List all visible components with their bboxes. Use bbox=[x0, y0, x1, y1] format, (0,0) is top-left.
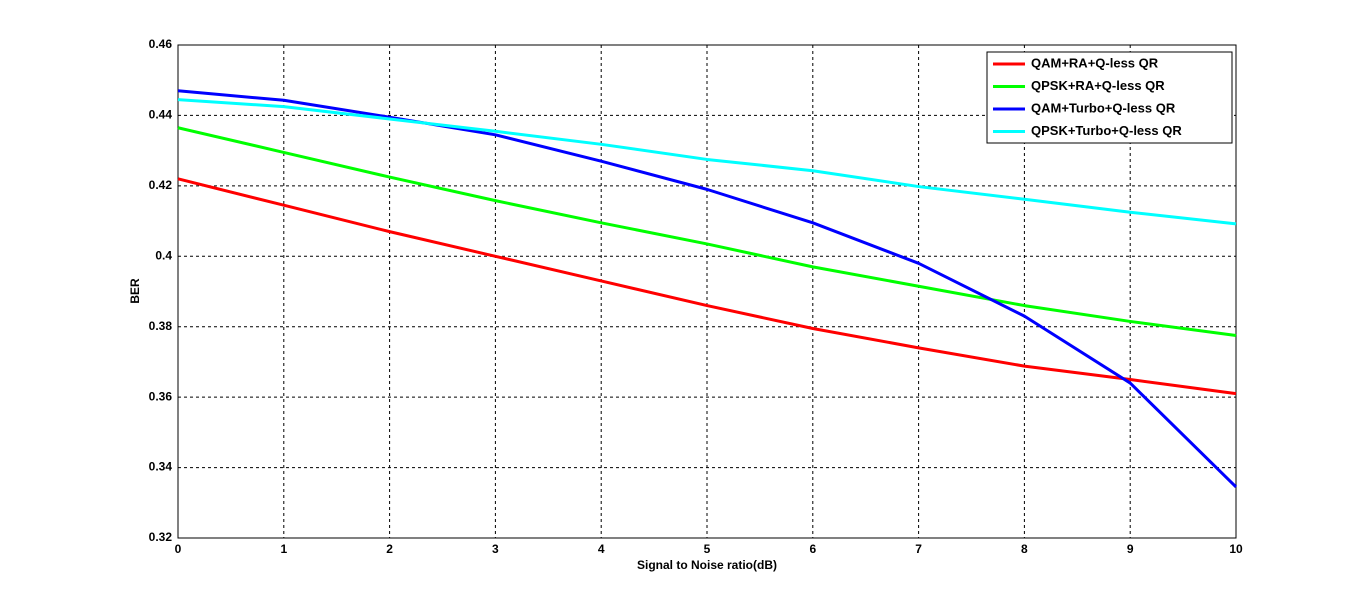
legend-label: QPSK+RA+Q-less QR bbox=[1031, 78, 1165, 93]
x-tick-label: 0 bbox=[175, 542, 182, 556]
y-tick-label: 0.46 bbox=[149, 37, 173, 51]
y-tick-label: 0.34 bbox=[149, 460, 173, 474]
legend-label: QAM+RA+Q-less QR bbox=[1031, 55, 1159, 70]
series-line bbox=[177, 98, 1237, 226]
x-axis-label: Signal to Noise ratio(dB) bbox=[637, 558, 777, 572]
y-tick-label: 0.44 bbox=[149, 108, 173, 122]
y-tick-label: 0.32 bbox=[149, 530, 173, 544]
series-line bbox=[177, 89, 1238, 489]
plot-frame bbox=[177, 44, 1237, 539]
x-tick-label: 9 bbox=[1127, 542, 1134, 556]
series-line bbox=[177, 177, 1237, 396]
legend-box bbox=[986, 51, 1233, 144]
x-tick-label: 1 bbox=[280, 542, 287, 556]
x-tick-label: 2 bbox=[386, 542, 393, 556]
x-tick-label: 10 bbox=[1229, 542, 1243, 556]
y-tick-label: 0.42 bbox=[149, 178, 173, 192]
series-line bbox=[177, 126, 1237, 338]
x-tick-label: 3 bbox=[492, 542, 499, 556]
legend-label: QAM+Turbo+Q-less QR bbox=[1031, 100, 1176, 115]
x-tick-label: 7 bbox=[915, 542, 922, 556]
legend-label: QPSK+Turbo+Q-less QR bbox=[1031, 123, 1182, 138]
y-tick-label: 0.36 bbox=[149, 389, 173, 403]
y-axis-label: BER bbox=[128, 278, 142, 304]
x-tick-label: 8 bbox=[1021, 542, 1028, 556]
y-tick-label: 0.4 bbox=[155, 248, 172, 262]
x-tick-label: 5 bbox=[704, 542, 711, 556]
x-tick-label: 4 bbox=[598, 542, 605, 556]
y-tick-label: 0.38 bbox=[149, 319, 173, 333]
x-tick-label: 6 bbox=[809, 542, 816, 556]
